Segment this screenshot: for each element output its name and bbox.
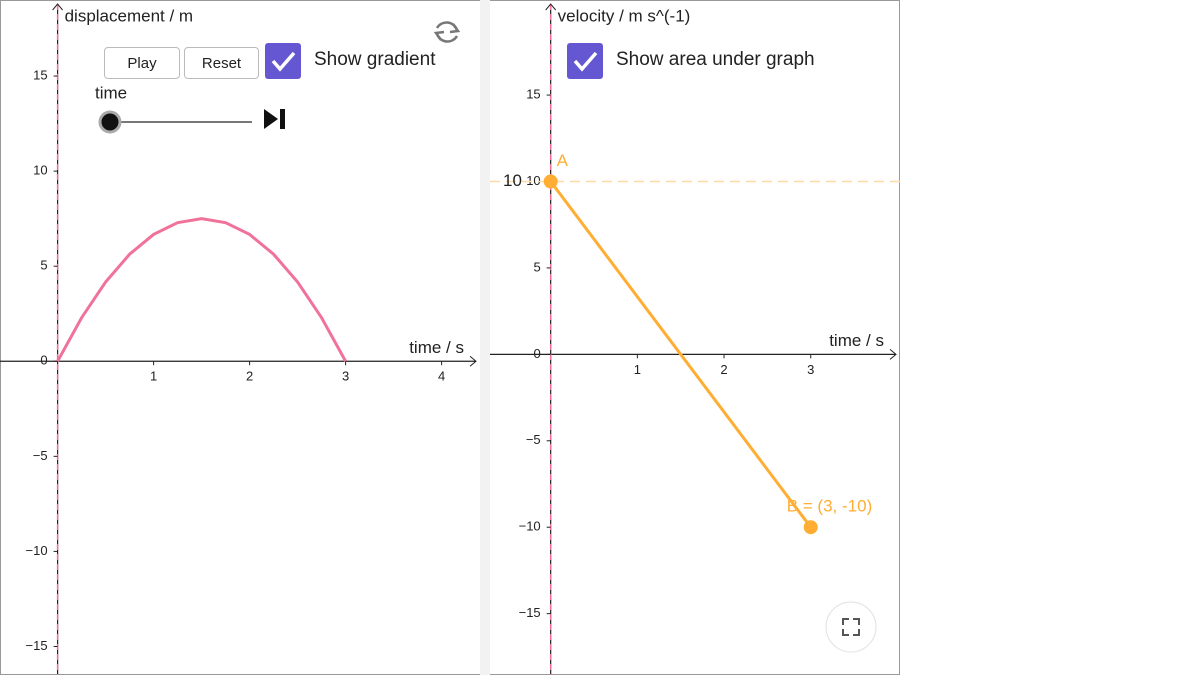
y-tick-label: 5 [533,259,540,274]
fullscreen-button[interactable] [825,601,877,653]
x-tick-label: 2 [246,369,253,384]
y-tick-label: 0 [40,353,47,368]
y-axis-arrow [52,3,63,11]
frame [0,0,900,675]
curve [56,217,347,362]
reset-button[interactable]: Reset [184,47,259,79]
point-label: B = (3, -10) [787,497,873,516]
y-tick-label: 5 [40,258,47,273]
y-tick-label: 15 [33,67,47,82]
time-slider[interactable] [98,110,252,134]
divider [480,0,490,675]
gradient-label: Show gradient [314,49,436,70]
area-checkbox[interactable] [567,43,603,79]
y-tick-label: −10 [519,519,541,534]
x-tick-label: 2 [720,362,727,377]
y-tick-label: 0 [533,346,540,361]
slider-label: time [95,83,127,102]
y-tick-label: 15 [526,87,540,102]
y-tick-label: −10 [26,543,48,558]
point-label: A [557,151,569,170]
y-tick-label: −15 [519,605,541,620]
point [803,520,818,535]
y-axis-label: velocity / m s^(-1) [558,6,691,25]
x-tick-label: 1 [634,362,641,377]
y-tick-label: 10 [526,173,540,188]
check [271,51,296,72]
x-axis-label: time / s [409,338,464,357]
x-axis-arrow [889,348,897,360]
x-axis-arrow [469,355,477,367]
y-tick-label: −5 [33,448,48,463]
y-tick-label: −5 [526,432,541,447]
x-tick-label: 1 [150,369,157,384]
check [573,51,598,72]
play-button[interactable]: Play [104,47,180,79]
y-tick-label: −15 [26,638,48,653]
y-axis-label: displacement / m [65,6,194,25]
x-tick-label: 3 [807,362,814,377]
curve [549,180,812,529]
y-axis-arrow [545,3,557,11]
point [543,174,558,189]
x-tick-label: 3 [342,369,349,384]
gradient-checkbox[interactable] [265,43,301,79]
step-end-button[interactable] [264,109,285,129]
y-tick-label: 10 [33,163,47,178]
x-tick-label: 4 [438,369,445,384]
x-axis-label: time / s [829,331,884,350]
refresh-icon[interactable] [433,21,461,43]
area-label: Show area under graph [616,49,815,70]
reference-label: 10 [503,171,522,190]
